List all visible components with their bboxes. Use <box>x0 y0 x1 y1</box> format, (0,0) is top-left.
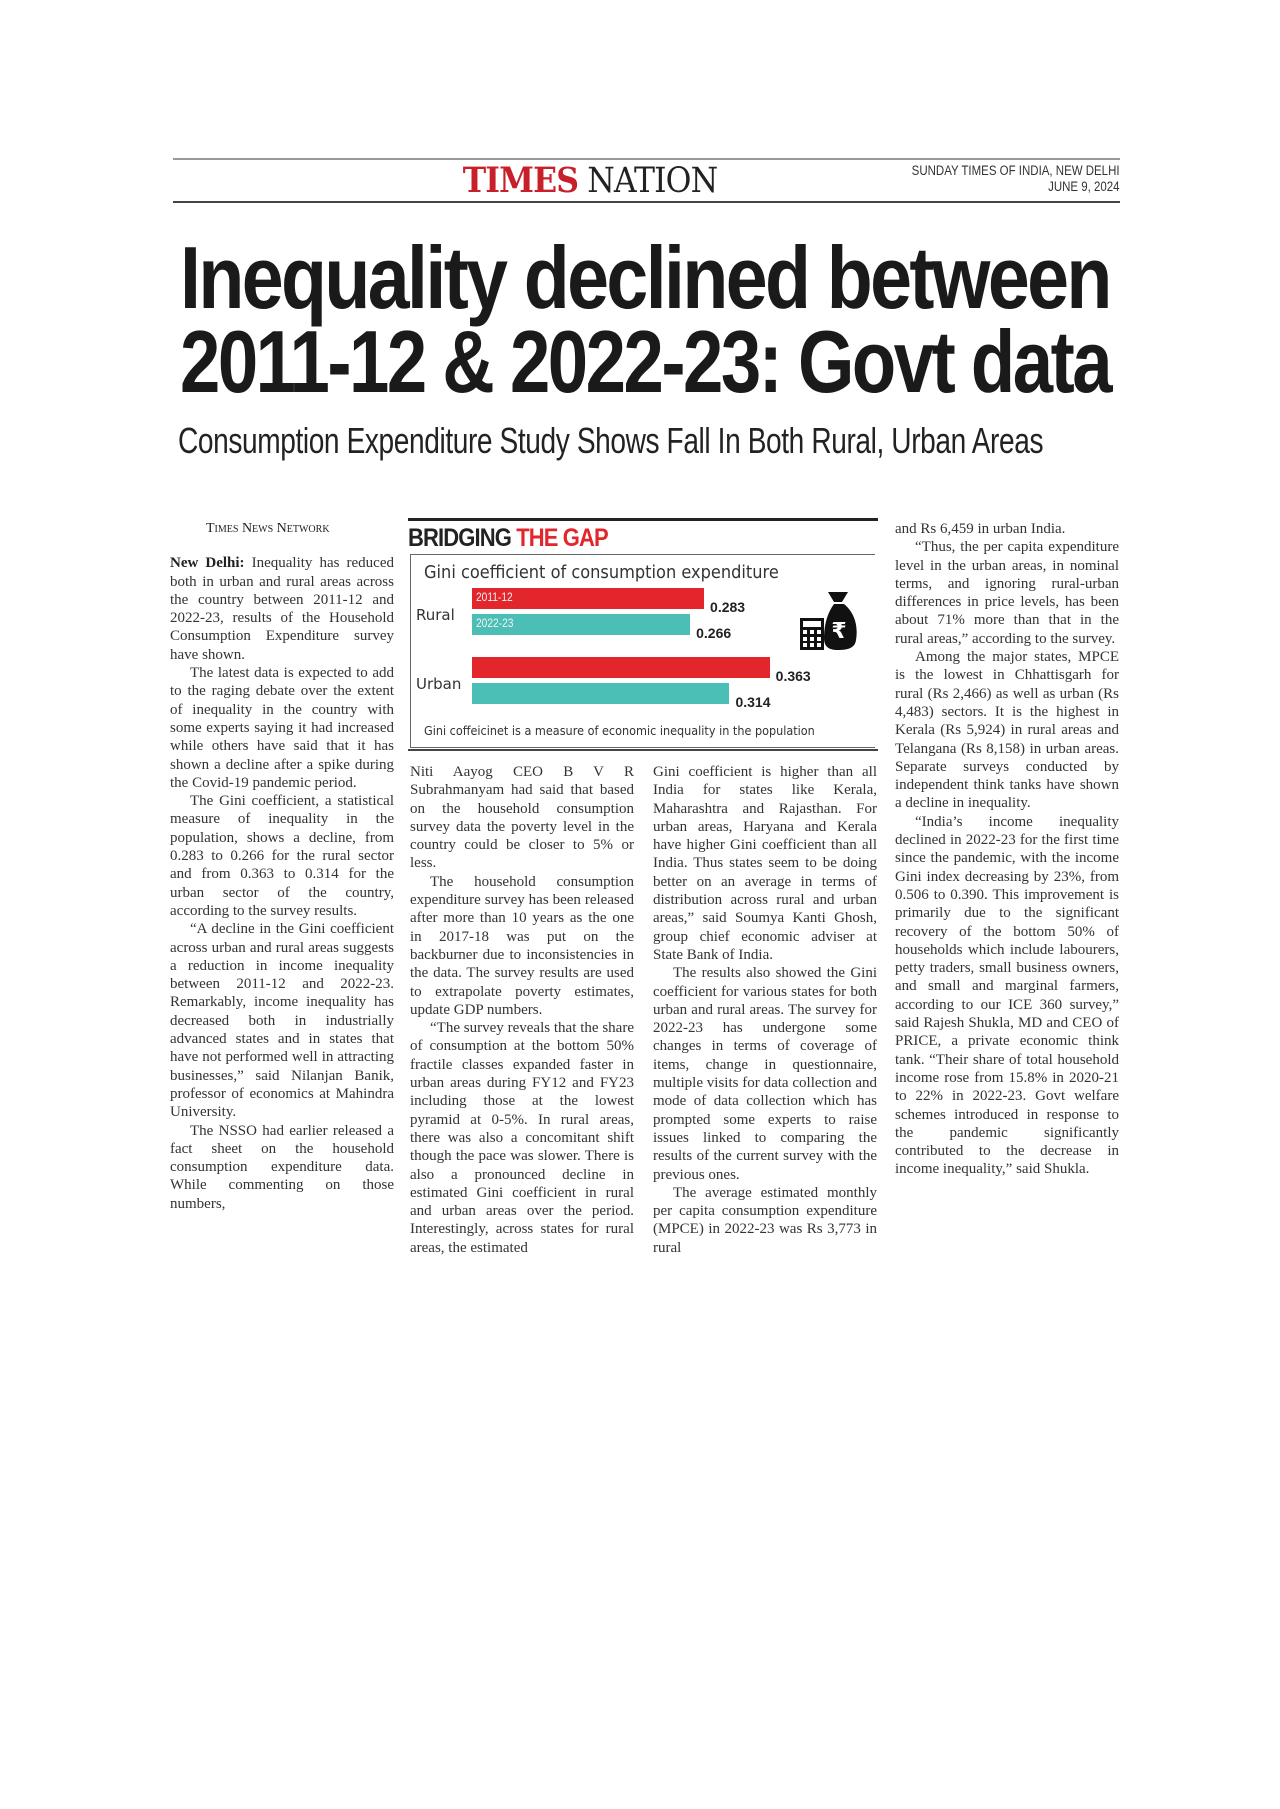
masthead-nation: NATION <box>587 161 718 201</box>
chart-bottom-rule <box>408 749 878 751</box>
gini-chart: BRIDGING THE GAP Gini coefficient of con… <box>408 518 878 753</box>
chart-title-plain: BRIDGING <box>408 524 512 552</box>
chart-top-rule <box>408 518 878 521</box>
edition-name: SUNDAY TIMES OF INDIA, NEW DELHI <box>912 163 1120 178</box>
edition-info: SUNDAY TIMES OF INDIA, NEW DELHI JUNE 9, … <box>912 163 1120 195</box>
edition-date: JUNE 9, 2024 <box>1048 179 1120 194</box>
svg-text:₹: ₹ <box>831 619 846 644</box>
paragraph-text: Inequality has reduced both in urban and… <box>170 555 394 663</box>
bar-urban-2022-23 <box>472 683 730 704</box>
article-paragraph: “India’s income inequality declined in 2… <box>895 813 1119 1178</box>
article-paragraph: The Gini coefficient, a statistical meas… <box>170 793 394 919</box>
article-paragraph: “Thus, the per capita expenditure level … <box>895 539 1119 647</box>
article-column-4: and Rs 6,459 in urban India. “Thus, the p… <box>895 520 1119 1179</box>
headline-line-2: 2011-12 & 2022-23: Govt data <box>180 312 1113 411</box>
masthead-times: TIMES <box>462 160 579 201</box>
top-rule <box>173 158 1120 160</box>
article-column-3: Gini coefficient is higher than all Indi… <box>653 763 877 1257</box>
bar-rural-2011-12: 2011-12 <box>472 588 705 609</box>
chart-note: Gini coffeicinet is a measure of economi… <box>424 723 815 738</box>
article-column-2: Niti Aayog CEO B V R Subrahmanyam had sa… <box>410 763 634 1257</box>
chart-frame <box>410 554 875 748</box>
article-paragraph: Niti Aayog CEO B V R Subrahmanyam had sa… <box>410 764 634 872</box>
legend-label: 2022-23 <box>476 616 514 630</box>
article-paragraph: The average estimated monthly per capita… <box>653 1184 877 1256</box>
article-paragraph: and Rs 6,459 in urban India. <box>895 521 1066 537</box>
article-paragraph: New Delhi: Inequality has reduced both i… <box>170 554 394 664</box>
article-paragraph: Gini coefficient is higher than all Indi… <box>653 764 877 963</box>
data-label: 0.314 <box>735 694 771 710</box>
data-label: 0.363 <box>775 668 811 684</box>
article-paragraph: The NSSO had earlier released a fact she… <box>170 1122 394 1212</box>
chart-subtitle: Gini coefficient of consumption expendit… <box>424 562 779 583</box>
legend-label: 2011-12 <box>476 590 513 604</box>
section-masthead: TIMES NATION <box>437 160 743 201</box>
article-column-1: Times News Network New Delhi: Inequality… <box>170 520 394 1213</box>
dateline: New Delhi: <box>170 555 245 572</box>
subheadline: Consumption Expenditure Study Shows Fall… <box>178 420 1044 461</box>
article-paragraph: The results also showed the Gini coeffic… <box>653 965 877 1183</box>
chart-title: BRIDGING THE GAP <box>408 524 609 553</box>
article-paragraph: Among the major states, MPCE is the lowe… <box>895 649 1119 812</box>
money-bag-calculator-rupee-icon: ₹ <box>800 592 857 650</box>
category-label: Urban <box>416 675 462 693</box>
bar-rural-2022-23: 2022-23 <box>472 614 691 635</box>
headline-line-1: Inequality declined between <box>180 228 1112 327</box>
byline: Times News Network <box>206 521 330 536</box>
category-label: Rural <box>416 606 455 624</box>
bar-urban-2011-12 <box>472 657 770 678</box>
chart-title-accent: THE GAP <box>516 524 609 552</box>
article-paragraph: The household consumption expenditure su… <box>410 873 634 1018</box>
article-paragraph: “A decline in the Gini coefficient acros… <box>170 921 394 1121</box>
data-label: 0.266 <box>696 625 732 641</box>
article-paragraph: “The survey reveals that the share of co… <box>410 1020 634 1256</box>
data-label: 0.283 <box>710 599 746 615</box>
article-paragraph: The latest data is expected to add to th… <box>170 665 394 791</box>
masthead-rule <box>173 201 1120 203</box>
